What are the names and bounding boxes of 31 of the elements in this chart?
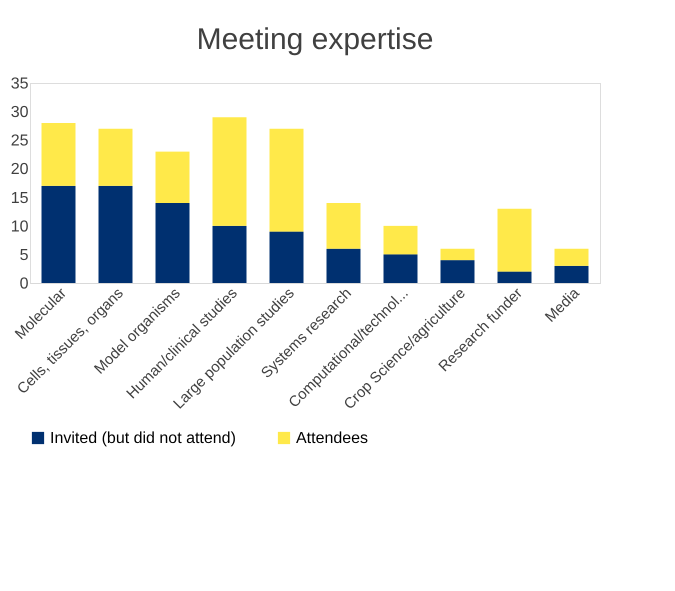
y-tick-label: 0: [20, 276, 29, 292]
bar: [498, 208, 532, 272]
bar: [326, 248, 360, 283]
y-tick-label: 5: [20, 246, 29, 264]
legend-label: Attendees: [296, 430, 368, 447]
bar: [554, 248, 588, 266]
y-tick-label: 25: [10, 132, 29, 150]
y-tick-label: 15: [10, 190, 29, 207]
bar: [440, 260, 474, 283]
bar: [156, 203, 190, 283]
bar: [98, 128, 132, 186]
bar: [384, 254, 418, 283]
bar: [270, 232, 304, 283]
legend-label: Invited (but did not attend): [50, 430, 236, 447]
bar: [498, 272, 532, 283]
y-tick-label: 30: [10, 104, 29, 122]
bar: [156, 152, 190, 203]
bar: [212, 226, 246, 283]
bar: [98, 186, 132, 283]
bar: [270, 128, 304, 232]
chart-title: Meeting expertise: [196, 23, 434, 56]
bar: [42, 123, 76, 186]
bar: [440, 248, 474, 260]
bar: [554, 266, 588, 283]
bar: [42, 186, 76, 283]
bar: [326, 203, 360, 249]
y-tick-label: 10: [10, 218, 29, 236]
y-tick-label: 35: [10, 76, 29, 92]
bar: [212, 117, 246, 226]
bar: [384, 226, 418, 254]
y-tick-label: 20: [10, 161, 29, 178]
